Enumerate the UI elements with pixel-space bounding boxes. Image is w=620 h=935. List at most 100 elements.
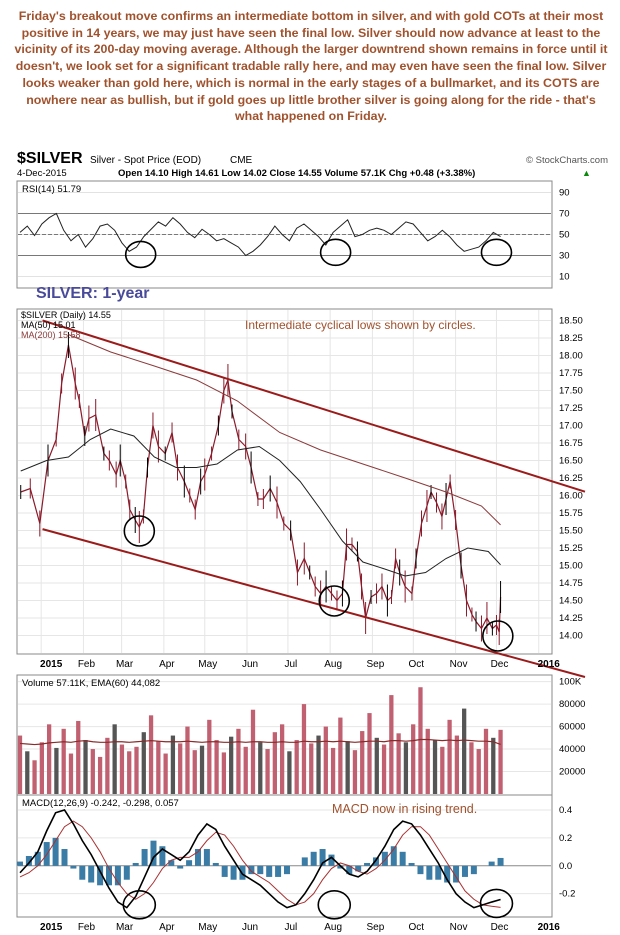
trendline bbox=[42, 319, 586, 493]
x-tick-label: Aug bbox=[324, 659, 342, 670]
trendlines bbox=[42, 319, 586, 678]
volume-bar bbox=[483, 728, 489, 794]
price-tick-label: 17.75 bbox=[559, 368, 583, 379]
volume-bar bbox=[352, 750, 358, 794]
price-legend-entry: MA(50) 15.01 bbox=[21, 320, 76, 330]
price-tick-label: 16.00 bbox=[559, 491, 583, 502]
rsi-tick-label: 10 bbox=[559, 272, 570, 283]
x-tick-label: Jul bbox=[285, 659, 298, 670]
macd-low-circles bbox=[122, 888, 514, 920]
rsi-low-circles bbox=[124, 238, 513, 269]
macd-histogram-bar bbox=[381, 851, 388, 866]
volume-bar bbox=[469, 742, 474, 794]
volume-legend: Volume 57.11K, EMA(60) 44,082 bbox=[22, 678, 160, 689]
x-tick-label: Jun bbox=[242, 659, 258, 670]
volume-bar bbox=[330, 747, 336, 794]
x-tick-label: May bbox=[198, 922, 217, 933]
chart-date: 4-Dec-2015 bbox=[17, 168, 67, 179]
macd-histogram-bar bbox=[203, 849, 210, 866]
macd-histogram-bar bbox=[97, 865, 104, 886]
x-tick-label: Nov bbox=[450, 659, 468, 670]
volume-tick-label: 80000 bbox=[559, 699, 585, 710]
ma50-line bbox=[20, 428, 501, 577]
x-tick-label: Nov bbox=[450, 922, 468, 933]
price-tick-label: 15.75 bbox=[559, 508, 583, 519]
volume-bar bbox=[381, 744, 387, 794]
rsi-line bbox=[19, 212, 501, 257]
rsi-axis-ticks: 10 30 50 70 90 bbox=[559, 188, 570, 283]
volume-bar bbox=[199, 745, 205, 794]
macd-histogram-bar bbox=[159, 846, 166, 866]
macd-histogram-bar bbox=[399, 851, 406, 866]
volume-bar bbox=[127, 751, 132, 794]
volume-bar bbox=[141, 732, 146, 794]
price-axis-ticks: 14.00 14.25 14.50 14.75 15.00 15.25 15.50 15.75… bbox=[559, 316, 583, 642]
price-tick-label: 17.50 bbox=[559, 386, 583, 397]
x-tick-label: Oct bbox=[409, 659, 425, 670]
x-tick-label: Jun bbox=[242, 922, 258, 933]
volume-tick-label: 40000 bbox=[559, 744, 585, 755]
volume-bar bbox=[454, 735, 460, 794]
silver-chart: $SILVER Silver - Spot Price (EOD) CME © … bbox=[16, 150, 608, 933]
price-low-circle bbox=[482, 620, 514, 652]
macd-histogram-bar bbox=[186, 860, 193, 866]
macd-axis-ticks: -0.2 0.0 0.2 0.4 bbox=[559, 805, 575, 900]
volume-bar bbox=[25, 751, 30, 794]
price-tick-label: 17.25 bbox=[559, 403, 583, 414]
macd-histogram-bar bbox=[275, 865, 282, 877]
macd-histogram-bar bbox=[417, 865, 424, 875]
volume-bar bbox=[425, 728, 430, 794]
volume-bar bbox=[76, 720, 81, 794]
macd-histogram-bar bbox=[221, 865, 228, 877]
volume-bar bbox=[192, 750, 197, 794]
volume-bars bbox=[17, 687, 503, 794]
volume-bar bbox=[134, 746, 139, 794]
macd-histogram-bar bbox=[319, 849, 326, 866]
volume-bar bbox=[243, 746, 248, 794]
price-tick-label: 15.00 bbox=[559, 561, 583, 572]
macd-histogram-bar bbox=[470, 865, 477, 875]
volume-bar bbox=[272, 732, 277, 794]
macd-histogram-bar bbox=[301, 857, 308, 866]
macd-histogram-bar bbox=[283, 865, 290, 875]
volume-axis-ticks: 20000 40000 60000 80000 100K bbox=[559, 677, 585, 778]
chart-exchange: CME bbox=[230, 155, 253, 166]
volume-bar bbox=[119, 744, 125, 794]
macd-histogram-bar bbox=[497, 857, 504, 866]
cyclical-lows-annotation: Intermediate cyclical lows shown by circ… bbox=[245, 318, 476, 332]
macd-histogram-bar bbox=[52, 837, 59, 866]
volume-bar bbox=[250, 709, 256, 794]
price-tick-label: 17.00 bbox=[559, 421, 583, 432]
volume-bar bbox=[367, 713, 372, 794]
silver-price-line bbox=[20, 344, 502, 633]
macd-histogram-bar bbox=[70, 865, 77, 869]
commentary-text: Friday's breakout move confirms an inter… bbox=[14, 9, 608, 124]
volume-bar bbox=[294, 740, 299, 794]
macd-tick-label: 0.2 bbox=[559, 833, 572, 844]
volume-bar bbox=[389, 695, 394, 794]
macd-histogram-bar bbox=[355, 865, 362, 872]
chart-description: Silver - Spot Price (EOD) bbox=[90, 155, 201, 166]
volume-bar bbox=[32, 760, 37, 794]
volume-bar bbox=[258, 742, 263, 794]
macd-histogram-bar bbox=[488, 861, 495, 866]
x-tick-label: Feb bbox=[78, 659, 96, 670]
trendline bbox=[42, 528, 586, 678]
macd-histogram-bar bbox=[212, 862, 219, 866]
volume-bar bbox=[17, 735, 23, 794]
macd-legend: MACD(12,26,9) -0.242, -0.298, 0.057 bbox=[22, 798, 179, 809]
volume-bar bbox=[156, 741, 161, 794]
macd-histogram-bar bbox=[337, 865, 344, 869]
volume-bar bbox=[279, 724, 285, 794]
volume-bar bbox=[214, 740, 219, 794]
chart-title: SILVER: 1-year bbox=[36, 285, 150, 302]
volume-bar bbox=[462, 708, 467, 794]
price-low-circle bbox=[123, 515, 156, 547]
volume-bar bbox=[345, 741, 350, 794]
volume-bar bbox=[374, 737, 379, 794]
volume-bar bbox=[403, 742, 409, 794]
macd-histogram-bar bbox=[372, 857, 379, 866]
chart-symbol: $SILVER bbox=[17, 150, 83, 167]
volume-bar bbox=[411, 724, 416, 794]
price-low-circles bbox=[123, 515, 514, 652]
